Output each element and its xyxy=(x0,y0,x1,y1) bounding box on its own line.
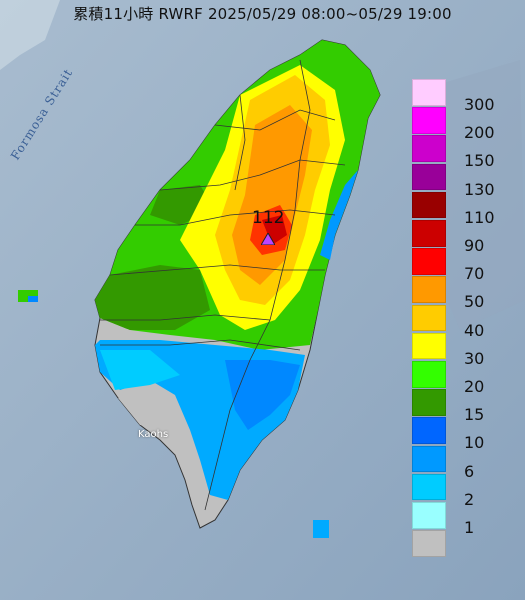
legend-swatch xyxy=(412,248,446,275)
rain-band-15-dark xyxy=(95,265,210,330)
legend-swatch xyxy=(412,332,446,360)
city-label: Kaohs xyxy=(138,429,169,440)
legend-swatch xyxy=(412,107,446,134)
cloud-texture-2 xyxy=(420,60,525,330)
rain-band-1 xyxy=(118,398,175,430)
legend-swatch xyxy=(412,79,446,106)
legend-label: 110 xyxy=(464,207,495,227)
legend-label: 200 xyxy=(464,123,495,143)
legend-label: 15 xyxy=(464,405,485,425)
legend-label: 6 xyxy=(464,461,475,481)
offshore-speck-3 xyxy=(313,520,329,538)
legend-swatch xyxy=(412,361,446,388)
legend-label: 30 xyxy=(464,348,485,368)
legend-swatch xyxy=(412,276,446,303)
legend-label: 1 xyxy=(464,518,475,537)
rain-band-10 xyxy=(225,360,300,430)
legend-label: 130 xyxy=(464,179,495,199)
legend-swatch xyxy=(412,445,446,473)
legend-swatch xyxy=(412,135,446,162)
legend-label: 150 xyxy=(464,151,495,171)
legend-swatch xyxy=(412,417,446,444)
legend-label: 90 xyxy=(464,236,485,255)
legend-label: 10 xyxy=(464,433,485,453)
county-boundaries xyxy=(100,59,346,511)
max-triangle-icon xyxy=(261,233,275,245)
east-coast-band xyxy=(320,170,358,260)
legend-swatch xyxy=(412,473,446,501)
legend-swatch xyxy=(412,502,446,529)
legend-label: 300 xyxy=(464,95,495,114)
cloud-texture xyxy=(0,0,60,70)
legend-swatch xyxy=(412,389,446,416)
legend-swatch xyxy=(412,191,446,219)
legend-swatch xyxy=(412,530,446,557)
legend-label: 70 xyxy=(464,264,485,284)
rain-band-2 xyxy=(100,350,180,390)
legend-label: 40 xyxy=(464,320,485,340)
rain-band-90 xyxy=(262,215,287,245)
legend-label: 2 xyxy=(464,489,475,509)
legend-swatch xyxy=(412,220,446,247)
legend-label: 20 xyxy=(464,377,485,396)
max-value-label: 112 xyxy=(252,208,285,228)
legend-swatch xyxy=(412,304,446,332)
legend-label: 50 xyxy=(464,292,485,312)
legend-swatch xyxy=(412,163,446,191)
offshore-speck-2 xyxy=(28,296,38,302)
map-title: 累積11小時 RWRF 2025/05/29 08:00~05/29 19:00 xyxy=(73,5,452,23)
